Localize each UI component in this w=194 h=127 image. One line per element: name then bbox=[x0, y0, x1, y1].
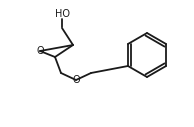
Text: O: O bbox=[36, 46, 44, 56]
Text: HO: HO bbox=[55, 9, 69, 19]
Text: O: O bbox=[72, 75, 80, 85]
